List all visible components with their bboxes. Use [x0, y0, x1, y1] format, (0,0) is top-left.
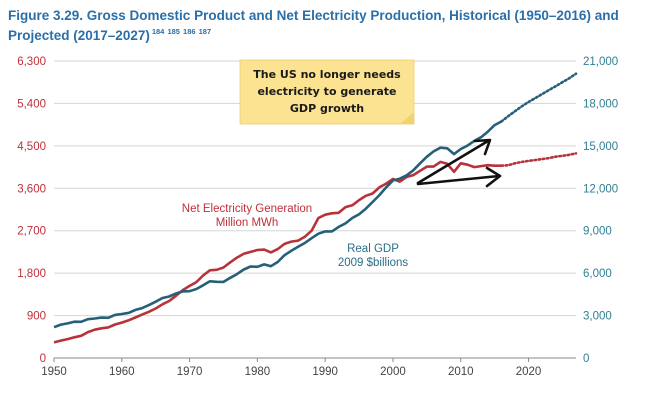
- x-axis-tick-label: 2000: [380, 366, 406, 378]
- left-axis-tick-label: 6,300: [17, 56, 46, 68]
- x-axis-tick-label: 1970: [177, 366, 203, 378]
- chart-title: Figure 3.29. Gross Domestic Product and …: [8, 8, 648, 44]
- left-axis-tick-label: 900: [27, 311, 46, 323]
- right-axis-tick-label: 21,000: [583, 56, 618, 68]
- chart-title-line1: Figure 3.29. Gross Domestic Product and …: [8, 8, 619, 23]
- x-axis-tick-label: 1960: [109, 366, 135, 378]
- annotation-note: The US no longer needs electricity to ge…: [239, 59, 415, 125]
- right-axis-ticks: 0 3,000 6,000 9,000 12,000 15,000 18,000 21,000: [583, 56, 618, 365]
- x-axis-tick-label: 1950: [41, 366, 67, 378]
- x-axis-tick-label: 1980: [245, 366, 271, 378]
- annotation-note-bg: [239, 59, 415, 125]
- right-axis-tick-label: 3,000: [583, 311, 612, 323]
- x-axis-tick-label: 2020: [516, 366, 542, 378]
- gdp-label-line1: Real GDP: [347, 243, 399, 255]
- left-axis-tick-label: 0: [40, 353, 46, 365]
- left-axis-tick-label: 4,500: [17, 141, 46, 153]
- left-axis-ticks: 0 900 1,800 2,700 3,600 4,500 5,400 6,300: [17, 56, 46, 365]
- arrow-right-icon: [416, 166, 502, 188]
- electricity-projected-line: [500, 152, 578, 167]
- x-axis-ticks: 1950 1960 1970 1980 1990 2000 2010 2020: [41, 358, 541, 378]
- right-axis-tick-label: 9,000: [583, 226, 612, 238]
- gdp-projected-line: [500, 72, 578, 123]
- arrow-up-icon: [416, 138, 492, 185]
- electricity-label-line2: Million MWh: [216, 217, 279, 229]
- gdp-historical-line: [53, 120, 503, 329]
- series-layer: [53, 72, 578, 344]
- annotation-arrows: [416, 138, 502, 188]
- right-axis-tick-label: 18,000: [583, 98, 618, 110]
- annotation-line3: GDP growth: [290, 102, 364, 115]
- right-axis-tick-label: 12,000: [583, 183, 618, 195]
- annotation-note-curl: [400, 112, 414, 124]
- x-axis-tick-label: 1990: [312, 366, 338, 378]
- left-axis-tick-label: 2,700: [17, 226, 46, 238]
- electricity-historical-line: [53, 160, 502, 344]
- left-axis-tick-label: 5,400: [17, 98, 46, 110]
- right-axis-tick-label: 15,000: [583, 141, 618, 153]
- x-axis-tick-label: 2010: [448, 366, 474, 378]
- chart-title-line2-text: Projected (2017–2027): [8, 28, 150, 43]
- chart-title-line2: Projected (2017–2027) 184 185 186 187: [8, 24, 648, 44]
- gdp-label-line2: 2009 $billions: [338, 257, 409, 269]
- left-axis-tick-label: 3,600: [17, 183, 46, 195]
- right-axis-tick-label: 6,000: [583, 268, 612, 280]
- left-axis-tick-label: 1,800: [17, 268, 46, 280]
- right-axis-tick-label: 0: [583, 353, 589, 365]
- chart-title-refs: 184 185 186 187: [151, 27, 212, 36]
- annotation-line2: electricity to generate: [257, 85, 396, 98]
- electricity-label-line1: Net Electricity Generation: [182, 203, 312, 215]
- annotation-line1: The US no longer needs: [253, 68, 401, 81]
